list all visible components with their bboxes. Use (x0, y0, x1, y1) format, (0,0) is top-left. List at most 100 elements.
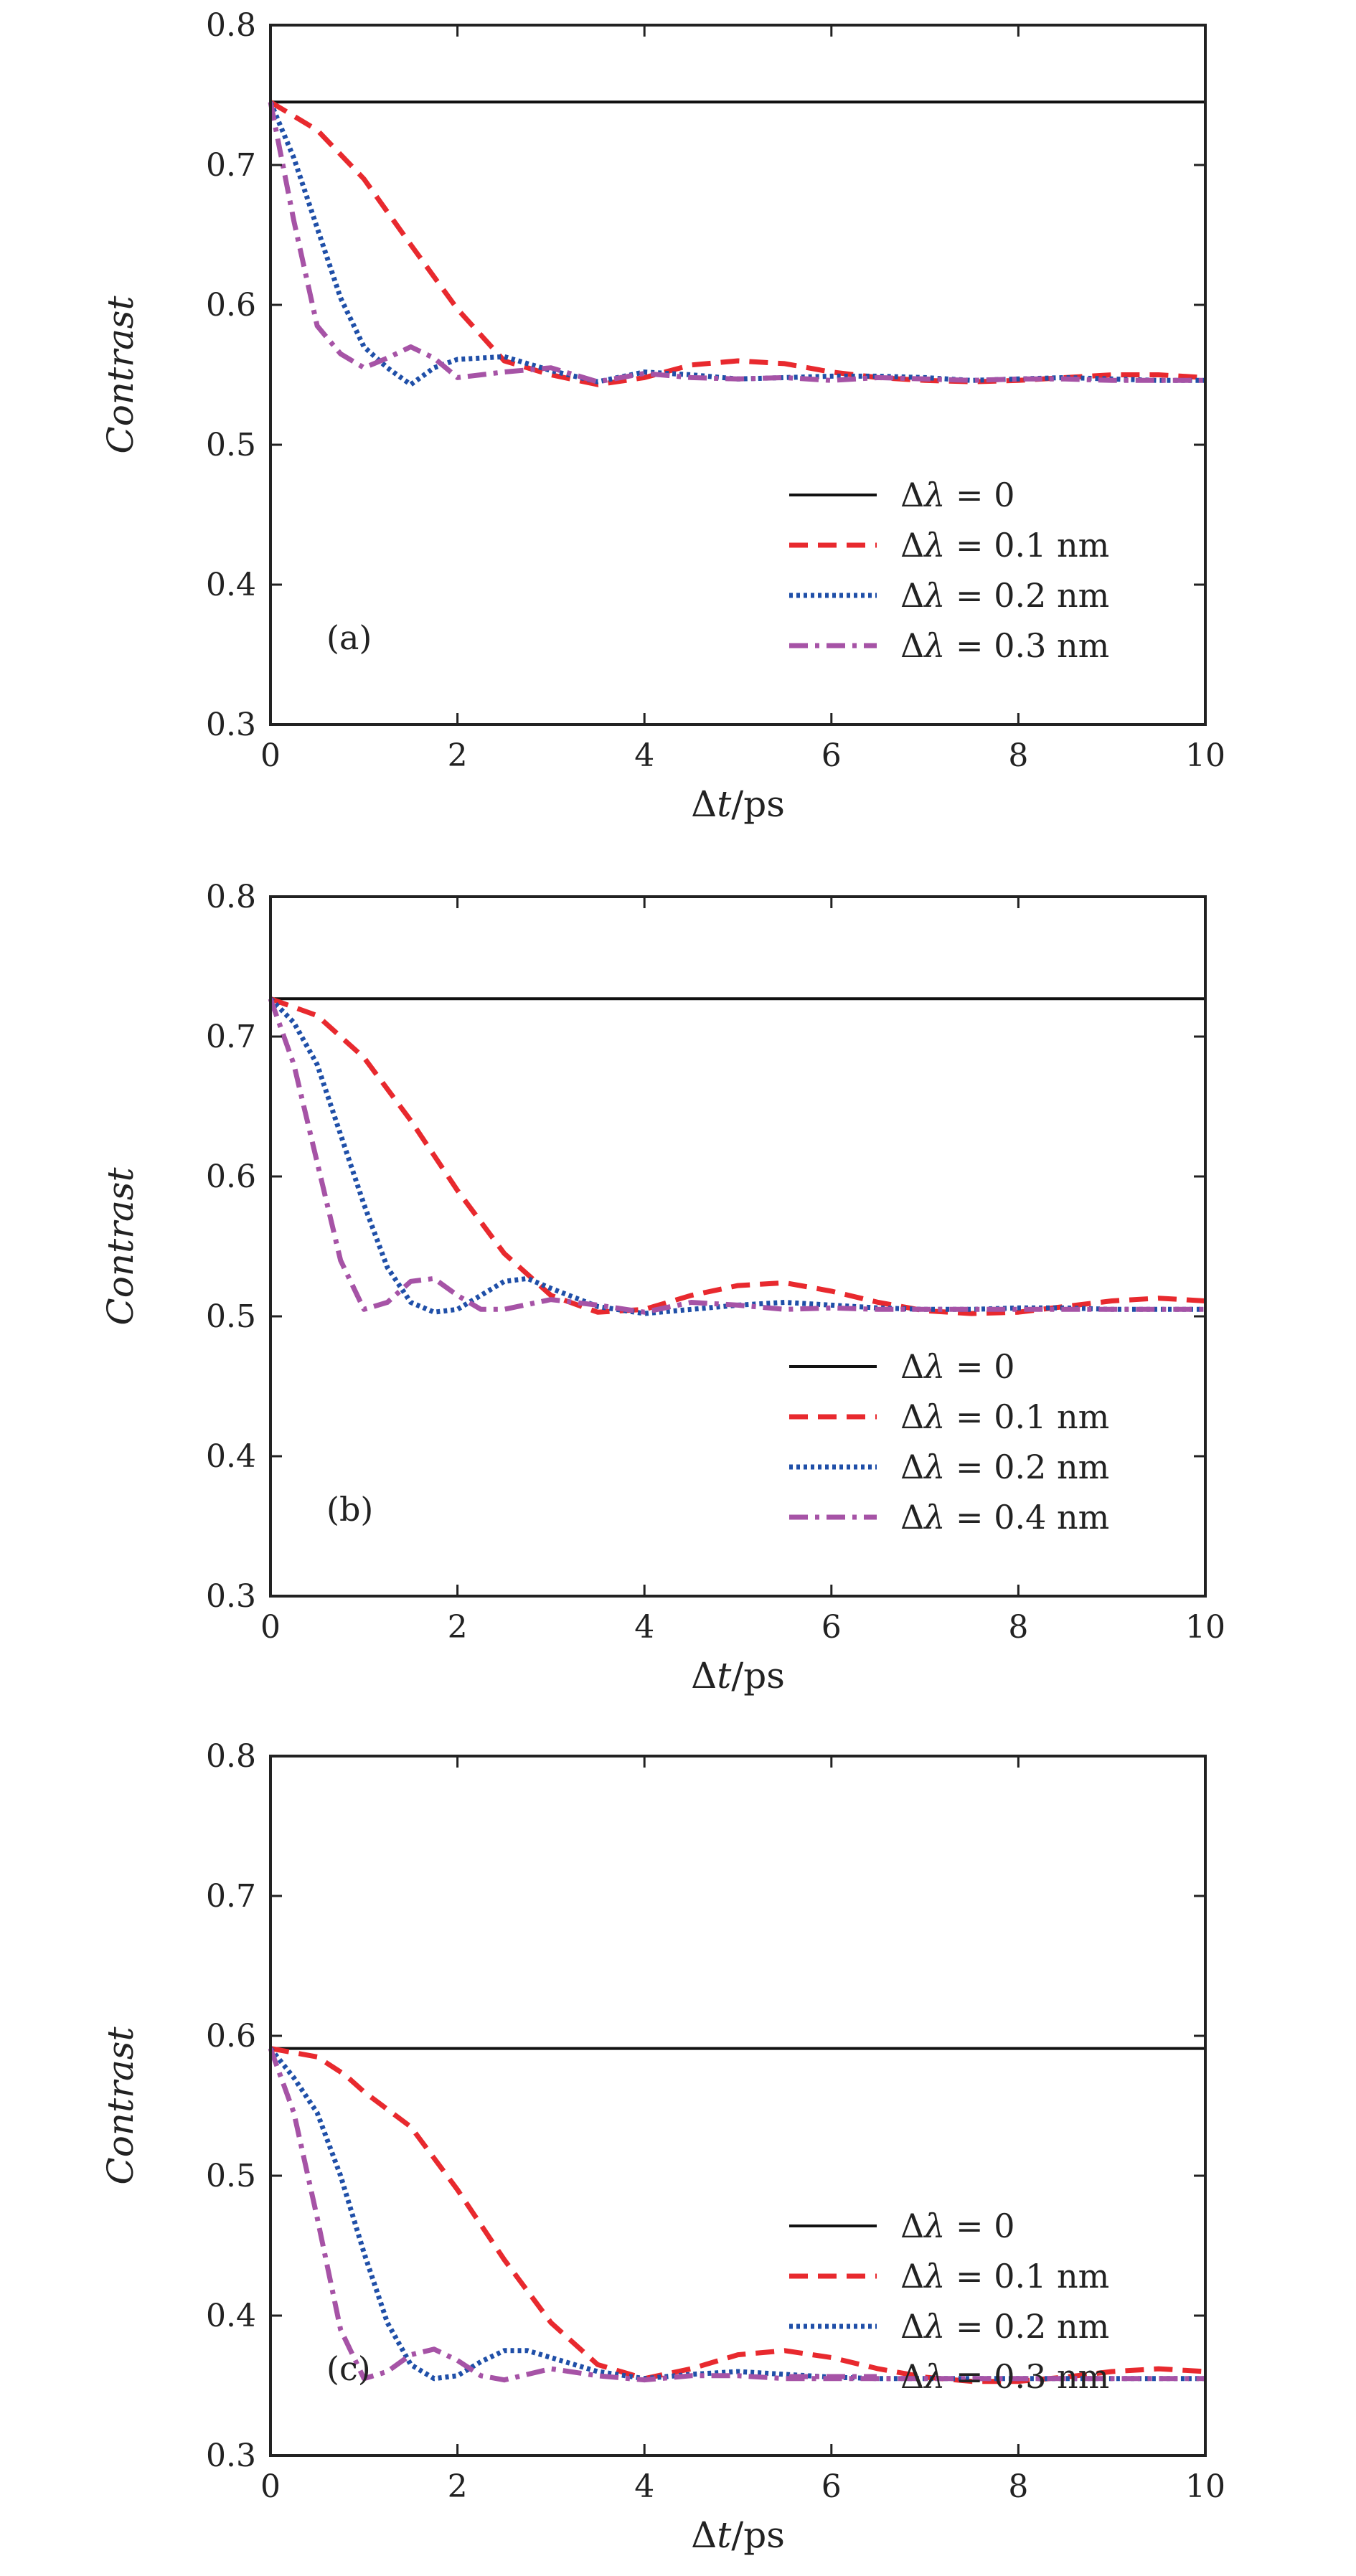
axis-title-run: / (731, 2514, 743, 2556)
legend-label-run: Δ (900, 576, 924, 615)
legend-label-run (984, 526, 994, 565)
x-tick-label: 10 (1185, 2468, 1225, 2505)
axis-title-run: t (717, 1655, 732, 1697)
legend-label-run: Δ (900, 1498, 924, 1537)
x-axis-title: Δt/ps (691, 1655, 785, 1697)
legend-label-run: n (1057, 626, 1078, 665)
legend-label-run: 3 (1025, 2357, 1046, 2396)
series-line-dashed (269, 996, 1206, 1316)
legend-label-run: n (1057, 1448, 1078, 1486)
x-tick-label: 0 (260, 1609, 281, 1646)
legend-label-run: = (956, 476, 984, 514)
legend-label-run: 0 (994, 1448, 1014, 1486)
legend-label-run (945, 626, 956, 665)
legend-label-run: 0 (994, 526, 1014, 565)
legend-label-run: 3 (1025, 626, 1046, 665)
legend-label-run: 1 (1025, 2257, 1046, 2296)
legend-label-run (1046, 1397, 1057, 1436)
y-tick-label: 0.8 (206, 7, 256, 44)
legend-label-run: n (1057, 2357, 1078, 2396)
legend-label-run: λ (923, 526, 945, 565)
legend-label-run (984, 2257, 994, 2296)
x-axis-title: Δt/ps (691, 2514, 785, 2556)
series-line-dotted (268, 2047, 1205, 2382)
x-tick-label: 8 (1008, 2468, 1028, 2505)
legend-label-run: Δ (900, 1347, 924, 1386)
axis-title-run: / (731, 783, 743, 825)
legend-label-run: 0 (994, 626, 1014, 665)
y-tick-label: 0.6 (206, 1159, 256, 1195)
series-line-dashed (270, 2046, 1206, 2384)
legend-label-run: λ (923, 2357, 945, 2396)
legend-label-run: 0 (994, 2357, 1014, 2396)
y-tick-label: 0.7 (206, 1019, 256, 1055)
legend-label-run (945, 1448, 956, 1486)
series-line-dotted (268, 100, 1205, 387)
legend-label-run: . (1014, 1448, 1025, 1486)
legend-label-run: Δ (900, 2307, 924, 2346)
legend-label-run: n (1057, 1498, 1078, 1537)
legend-label-run: Δ (900, 526, 924, 565)
x-axis-title: Δt/ps (691, 783, 785, 825)
x-tick-label: 6 (821, 737, 842, 774)
plot-frame (269, 895, 1207, 1598)
legend-label-run: m (1078, 2257, 1110, 2296)
x-tick-label: 10 (1185, 737, 1225, 774)
legend-label-run: = (956, 1448, 984, 1486)
y-tick-label: 0.6 (206, 287, 256, 324)
chart-panel-2: 0 2 4 6 8 100.30.40.50.60.70.8Δt/psContrast(b… (100, 879, 1225, 1697)
legend-label-run (984, 1397, 994, 1436)
y-tick-label: 0.6 (206, 2018, 256, 2054)
x-tick-label: 2 (448, 2468, 468, 2505)
legend-label-run: 1 (1025, 526, 1046, 565)
series-line-dashdot (268, 2047, 1205, 2383)
legend-label-run: = (956, 576, 984, 615)
legend-label-run (984, 1448, 994, 1486)
legend-label-run (984, 576, 994, 615)
axis-title-run: Δ (691, 2514, 717, 2556)
chart-panel-3: 0 2 4 6 8 100.30.40.50.60.70.8Δt/psContrast(c… (100, 1738, 1225, 2556)
axis-title-run: Contrast (100, 2027, 141, 2185)
legend-label: Δλ = 0.3 nm (900, 2357, 1109, 2396)
series-line-dashdot (268, 101, 1205, 384)
y-tick-label: 0.5 (206, 2158, 256, 2194)
legend-label-run: = (956, 1397, 984, 1436)
legend-label-run: = (956, 2307, 984, 2346)
legend-label-run (945, 2357, 956, 2396)
legend-label-run: m (1078, 2307, 1110, 2346)
legend-label-run: = (956, 526, 984, 565)
legend-label-run: m (1078, 626, 1110, 665)
legend-label-run (984, 2357, 994, 2396)
legend-label-run: m (1078, 526, 1110, 565)
legend-label-run (945, 526, 956, 565)
legend-label-run: . (1014, 2307, 1025, 2346)
x-tick-label: 8 (1008, 737, 1028, 774)
legend-label: Δλ = 0.1 nm (900, 2257, 1109, 2296)
chart-panel-1: 0 2 4 6 8 100.30.40.50.60.70.8Δt/psContrast(a… (100, 7, 1225, 825)
axis-title-run: t (717, 783, 732, 825)
axis-title-run: / (731, 1655, 743, 1697)
x-tick-label: 0 (260, 2468, 281, 2505)
legend-label-run: Δ (900, 2357, 924, 2396)
axis-title-run: p (743, 783, 766, 825)
x-tick-label: 4 (634, 737, 654, 774)
legend-label-run: λ (923, 476, 945, 514)
legend-label-run (1046, 576, 1057, 615)
legend-label-run: 0 (994, 2257, 1014, 2296)
legend-label-run: m (1078, 1498, 1110, 1537)
legend-label-run: . (1014, 626, 1025, 665)
legend-label-run (984, 2307, 994, 2346)
legend-label: Δλ = 0.3 nm (900, 626, 1109, 665)
legend-label-run: λ (923, 2207, 945, 2245)
legend-label-run: 0 (994, 1347, 1014, 1386)
legend-label-run: 2 (1025, 2307, 1046, 2346)
y-tick-label: 0.4 (206, 2298, 256, 2334)
legend-label-run: n (1057, 2257, 1078, 2296)
y-tick-label: 0.5 (206, 427, 256, 463)
legend-label: Δλ = 0.1 nm (900, 526, 1109, 565)
legend-label-run (945, 1498, 956, 1537)
legend-label-run: = (956, 1498, 984, 1537)
legend-label-run: = (956, 626, 984, 665)
legend-label: Δλ = 0 (900, 1347, 1014, 1386)
y-tick-label: 0.3 (206, 1578, 256, 1615)
